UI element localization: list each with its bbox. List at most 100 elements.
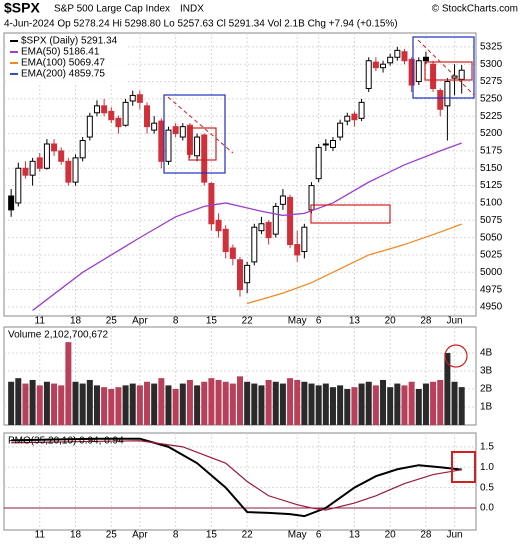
candle-body [229,247,236,259]
volume-bar [315,385,322,425]
y-tick-label: 1.5 [480,441,494,452]
volume-bar [415,388,422,425]
annotation-box [412,36,475,99]
x-tick-label: Jun [446,530,462,541]
x-tick-label: 25 [106,530,118,541]
candle-body [93,105,100,114]
volume-bar [258,385,265,425]
x-tick-label: 15 [206,316,218,327]
candle-body [8,195,15,211]
candle-body [351,113,358,121]
annotation-box [310,204,391,224]
candle-body [329,140,336,148]
candle-body [172,126,179,135]
candle-body [315,146,322,180]
candle-body [380,63,387,69]
y-tick-label: 5300 [480,59,503,70]
candle-body [51,143,58,152]
candle-body [322,143,329,146]
volume-bar [129,383,136,425]
volume-bar [458,387,465,425]
volume-bar [372,385,379,425]
symbol: $SPX [4,0,40,16]
y-tick-label: 5225 [480,111,503,122]
candle-body [65,160,72,183]
y-tick-label: 5050 [480,232,503,243]
x-tick-label: 6 [316,316,322,327]
volume-bar [179,383,186,425]
candle-body [108,110,115,121]
pmo-line [11,440,462,511]
volume-bar [186,379,193,425]
ema-line [246,223,462,305]
volume-bar [86,379,93,425]
candle-body [251,226,258,263]
candle-body [165,129,172,162]
y-tick-label: 2B [480,384,493,395]
annotation-circle [444,344,468,368]
exchange: INDX [180,4,204,15]
y-tick-label: 5150 [480,163,503,174]
candle-body [258,223,265,232]
candle-body [437,90,444,110]
candle-body [136,94,143,103]
candle-body [201,134,208,183]
candle-body [43,143,50,169]
candle-body [186,124,193,155]
annotation-box [424,61,473,81]
candle-body [79,140,86,159]
candle-body [129,94,136,102]
volume-bar [408,381,415,425]
marks: 4950 4975 5000 5025 5050 5075 5100 5125 5150 5175… [4,33,503,541]
volume-bar [322,383,329,425]
volume-bar [279,383,286,425]
candle-body [115,117,122,128]
ema-line [32,142,462,311]
x-tick-label: Jun [446,316,462,327]
volume-bar [265,379,272,425]
y-tick-label: 0.5 [480,482,494,493]
x-tick-label: 8 [173,530,179,541]
volume-bar [351,387,358,425]
candle-body [279,195,286,205]
y-tick-label: 5175 [480,146,503,157]
candle-body [408,58,415,86]
x-tick-label: Apr [132,316,148,327]
volume-bar [65,342,72,425]
pmo-panel [3,432,477,531]
volume-bar [344,388,351,425]
volume-bar [358,383,365,425]
candle-body [222,228,229,252]
volume-bar [444,352,451,425]
volume-bar [108,388,115,425]
volume-bar [165,385,172,425]
volume-bar [301,381,308,425]
x-tick-label: 28 [420,316,432,327]
y-tick-label: 4975 [480,284,503,295]
volume-bar [101,387,108,425]
quote: 4-Jun-2024 Op 5278.24 Hi 5298.80 Lo 5257… [4,19,398,30]
x-tick-label: 13 [349,530,361,541]
candle-body [151,122,158,131]
volume-bar [394,383,401,425]
volume-bar [194,385,201,425]
legend-label: EMA(50) 5186.41 [21,47,100,58]
candle-body [72,157,79,183]
volume-bar [329,387,336,425]
volume-bar [136,385,143,425]
candle-body [294,244,301,256]
volume-bar [172,388,179,425]
candle-body [215,219,222,232]
volume-bar [229,383,236,425]
panel-title: Volume 2,102,700,672 [8,330,109,341]
y-tick-label: 4B [480,348,493,359]
x-tick-label: 18 [70,530,82,541]
candle-body [287,196,294,246]
candle-body [401,51,408,62]
candle-body [394,49,401,58]
volume-bar [43,381,50,425]
volume-bar [337,385,344,425]
candle-body [430,63,437,89]
volume-bar [93,385,100,425]
